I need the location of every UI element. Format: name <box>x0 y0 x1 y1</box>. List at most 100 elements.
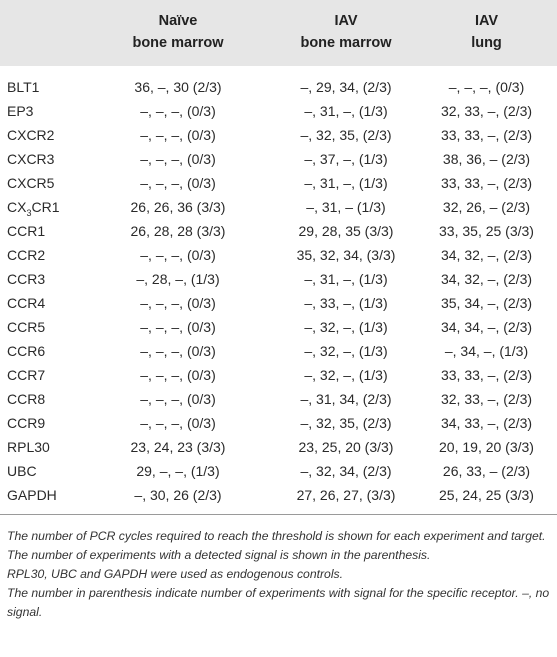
table-row: CCR7 –, –, –, (0/3) –, 32, –, (1/3) 33, 33,… <box>0 363 557 387</box>
ct-values-cell: 33, 33, –, (2/3) <box>440 127 533 143</box>
column-header-line2: lung <box>471 35 502 51</box>
target-name-part: CX <box>7 199 27 215</box>
table-row: GAPDH –, 30, 26 (2/3) 27, 26, 27, (3/3) 25,… <box>0 483 557 507</box>
target-name: RPL30 <box>7 439 50 455</box>
table-row: CCR2 –, –, –, (0/3) 35, 32, 34, (3/3) 34, 3… <box>0 243 557 267</box>
table-row: CCR6 –, –, –, (0/3) –, 32, –, (1/3) –, 34, … <box>0 339 557 363</box>
target-name: CXCR3 <box>7 151 55 167</box>
target-name: BLT1 <box>7 79 40 95</box>
ct-values-cell: –, 28, –, (1/3) <box>136 271 220 287</box>
table-row: CCR8 –, –, –, (0/3) –, 31, 34, (2/3) 32, 33… <box>0 387 557 411</box>
column-header-line2: bone marrow <box>132 35 224 51</box>
table-row: CXCR2 –, –, –, (0/3) –, 32, 35, (2/3) 33, 3… <box>0 123 557 147</box>
ct-values-cell: –, 32, 35, (2/3) <box>300 415 392 431</box>
target-name: CCR1 <box>7 223 46 239</box>
ct-values-cell: 34, 32, –, (2/3) <box>440 247 533 263</box>
ct-values-cell: 36, –, 30 (2/3) <box>134 79 222 95</box>
column-header-line1: Naïve <box>158 13 198 29</box>
column-header-line1: IAV <box>334 13 358 29</box>
target-name: CX3CR1 <box>7 195 59 219</box>
table-row: CCR5 –, –, –, (0/3) –, 32, –, (1/3) 34, 34,… <box>0 315 557 339</box>
ct-values-cell: 26, 26, 36 (3/3) <box>130 199 226 215</box>
ct-values-cell: –, 33, –, (1/3) <box>304 295 388 311</box>
column-header-line2: bone marrow <box>300 35 392 51</box>
ct-values-cell: 27, 26, 27, (3/3) <box>296 487 396 503</box>
ct-values-cell: –, 32, 34, (2/3) <box>300 463 392 479</box>
ct-values-cell: –, 32, –, (1/3) <box>304 343 388 359</box>
ct-values-cell: –, –, –, (0/3) <box>140 127 216 143</box>
table-row: RPL30 23, 24, 23 (3/3) 23, 25, 20 (3/3) 20,… <box>0 435 557 459</box>
target-name: CCR7 <box>7 367 46 383</box>
ct-values-cell: 25, 24, 25 (3/3) <box>439 487 534 503</box>
ct-values-cell: –, 31, –, (1/3) <box>304 175 388 191</box>
footnote: The number of PCR cycles required to rea… <box>7 529 546 562</box>
ct-values-cell: 29, –, –, (1/3) <box>136 463 220 479</box>
target-name-part: CR1 <box>31 199 60 215</box>
target-name: CCR5 <box>7 319 46 335</box>
ct-values-cell: –, –, –, (0/3) <box>140 343 216 359</box>
ct-values-cell: –, –, –, (0/3) <box>140 151 216 167</box>
ct-values-cell: 32, 26, – (2/3) <box>442 199 531 215</box>
target-name: CCR9 <box>7 415 46 431</box>
ct-values-cell: 23, 25, 20 (3/3) <box>298 439 394 455</box>
ct-values-cell: 35, 34, –, (2/3) <box>440 295 533 311</box>
table-row: CX3CR1 26, 26, 36 (3/3) –, 31, – (1/3) 32, … <box>0 195 557 219</box>
ct-values-cell: –, 34, –, (1/3) <box>444 343 529 359</box>
ct-values-cell: –, 31, 34, (2/3) <box>300 391 392 407</box>
ct-values-cell: –, 31, – (1/3) <box>306 199 386 215</box>
ct-values-cell: 34, 32, –, (2/3) <box>440 271 533 287</box>
table-row: BLT1 36, –, 30 (2/3) –, 29, 34, (2/3) –, –,… <box>0 75 557 99</box>
ct-values-cell: –, –, –, (0/3) <box>140 247 216 263</box>
table-bottom-rule <box>0 514 557 515</box>
target-name: CXCR2 <box>7 127 55 143</box>
ct-values-cell: 33, 33, –, (2/3) <box>440 175 533 191</box>
table-footnotes: The number of PCR cycles required to rea… <box>7 527 552 622</box>
footnote: The number in parenthesis indicate numbe… <box>7 586 550 619</box>
column-header-line1: IAV <box>474 13 499 29</box>
target-name: CCR6 <box>7 343 46 359</box>
target-name: CCR3 <box>7 271 46 287</box>
target-name: GAPDH <box>7 487 57 503</box>
table-body: BLT1 36, –, 30 (2/3) –, 29, 34, (2/3) –, –,… <box>0 75 557 507</box>
table-row: EP3 –, –, –, (0/3) –, 31, –, (1/3) 32, 33, … <box>0 99 557 123</box>
ct-values-cell: –, 31, –, (1/3) <box>304 271 388 287</box>
ct-values-cell: –, 32, –, (1/3) <box>304 319 388 335</box>
table-row: CCR9 –, –, –, (0/3) –, 32, 35, (2/3) 34, 33… <box>0 411 557 435</box>
ct-values-cell: –, –, –, (0/3) <box>140 319 216 335</box>
table-row: UBC 29, –, –, (1/3) –, 32, 34, (2/3) 26, 33… <box>0 459 557 483</box>
ct-values-cell: –, –, –, (0/3) <box>140 295 216 311</box>
ct-values-cell: 34, 33, –, (2/3) <box>440 415 533 431</box>
ct-values-cell: 23, 24, 23 (3/3) <box>130 439 226 455</box>
ct-values-cell: –, –, –, (0/3) <box>140 175 216 191</box>
target-name: CCR4 <box>7 295 46 311</box>
ct-values-cell: –, 29, 34, (2/3) <box>300 79 392 95</box>
column-header-iav-lung: IAV lung <box>420 10 553 54</box>
column-header-naive-bone-marrow: Naïve bone marrow <box>95 10 261 54</box>
ct-values-cell: –, 30, 26 (2/3) <box>134 487 222 503</box>
ct-values-cell: –, –, –, (0/3) <box>448 79 525 95</box>
target-name-subscript: 3 <box>26 207 32 218</box>
target-name: UBC <box>7 463 37 479</box>
ct-values-cell: 20, 19, 20 (3/3) <box>439 439 534 455</box>
ct-values-cell: 33, 33, –, (2/3) <box>440 367 533 383</box>
ct-values-cell: –, 32, –, (1/3) <box>304 367 388 383</box>
ct-values-cell: –, –, –, (0/3) <box>140 103 216 119</box>
ct-values-cell: –, 32, 35, (2/3) <box>300 127 392 143</box>
ct-values-cell: 38, 36, – (2/3) <box>442 151 531 167</box>
ct-values-cell: –, –, –, (0/3) <box>140 367 216 383</box>
ct-values-cell: 29, 28, 35 (3/3) <box>298 223 394 239</box>
table-row: CCR1 26, 28, 28 (3/3) 29, 28, 35 (3/3) 33, … <box>0 219 557 243</box>
ct-values-cell: –, –, –, (0/3) <box>140 415 216 431</box>
ct-values-cell: 33, 35, 25 (3/3) <box>439 223 534 239</box>
ct-values-cell: 32, 33, –, (2/3) <box>440 391 533 407</box>
ct-values-cell: 34, 34, –, (2/3) <box>440 319 533 335</box>
ct-values-cell: –, 37, –, (1/3) <box>304 151 388 167</box>
table-row: CXCR3 –, –, –, (0/3) –, 37, –, (1/3) 38, 36… <box>0 147 557 171</box>
column-header-iav-bone-marrow: IAV bone marrow <box>266 10 426 54</box>
target-name: CCR2 <box>7 247 46 263</box>
footnote: RPL30, UBC and GAPDH were used as endoge… <box>7 567 344 581</box>
ct-values-cell: 32, 33, –, (2/3) <box>440 103 533 119</box>
ct-values-cell: 26, 33, – (2/3) <box>442 463 531 479</box>
target-name: EP3 <box>7 103 34 119</box>
